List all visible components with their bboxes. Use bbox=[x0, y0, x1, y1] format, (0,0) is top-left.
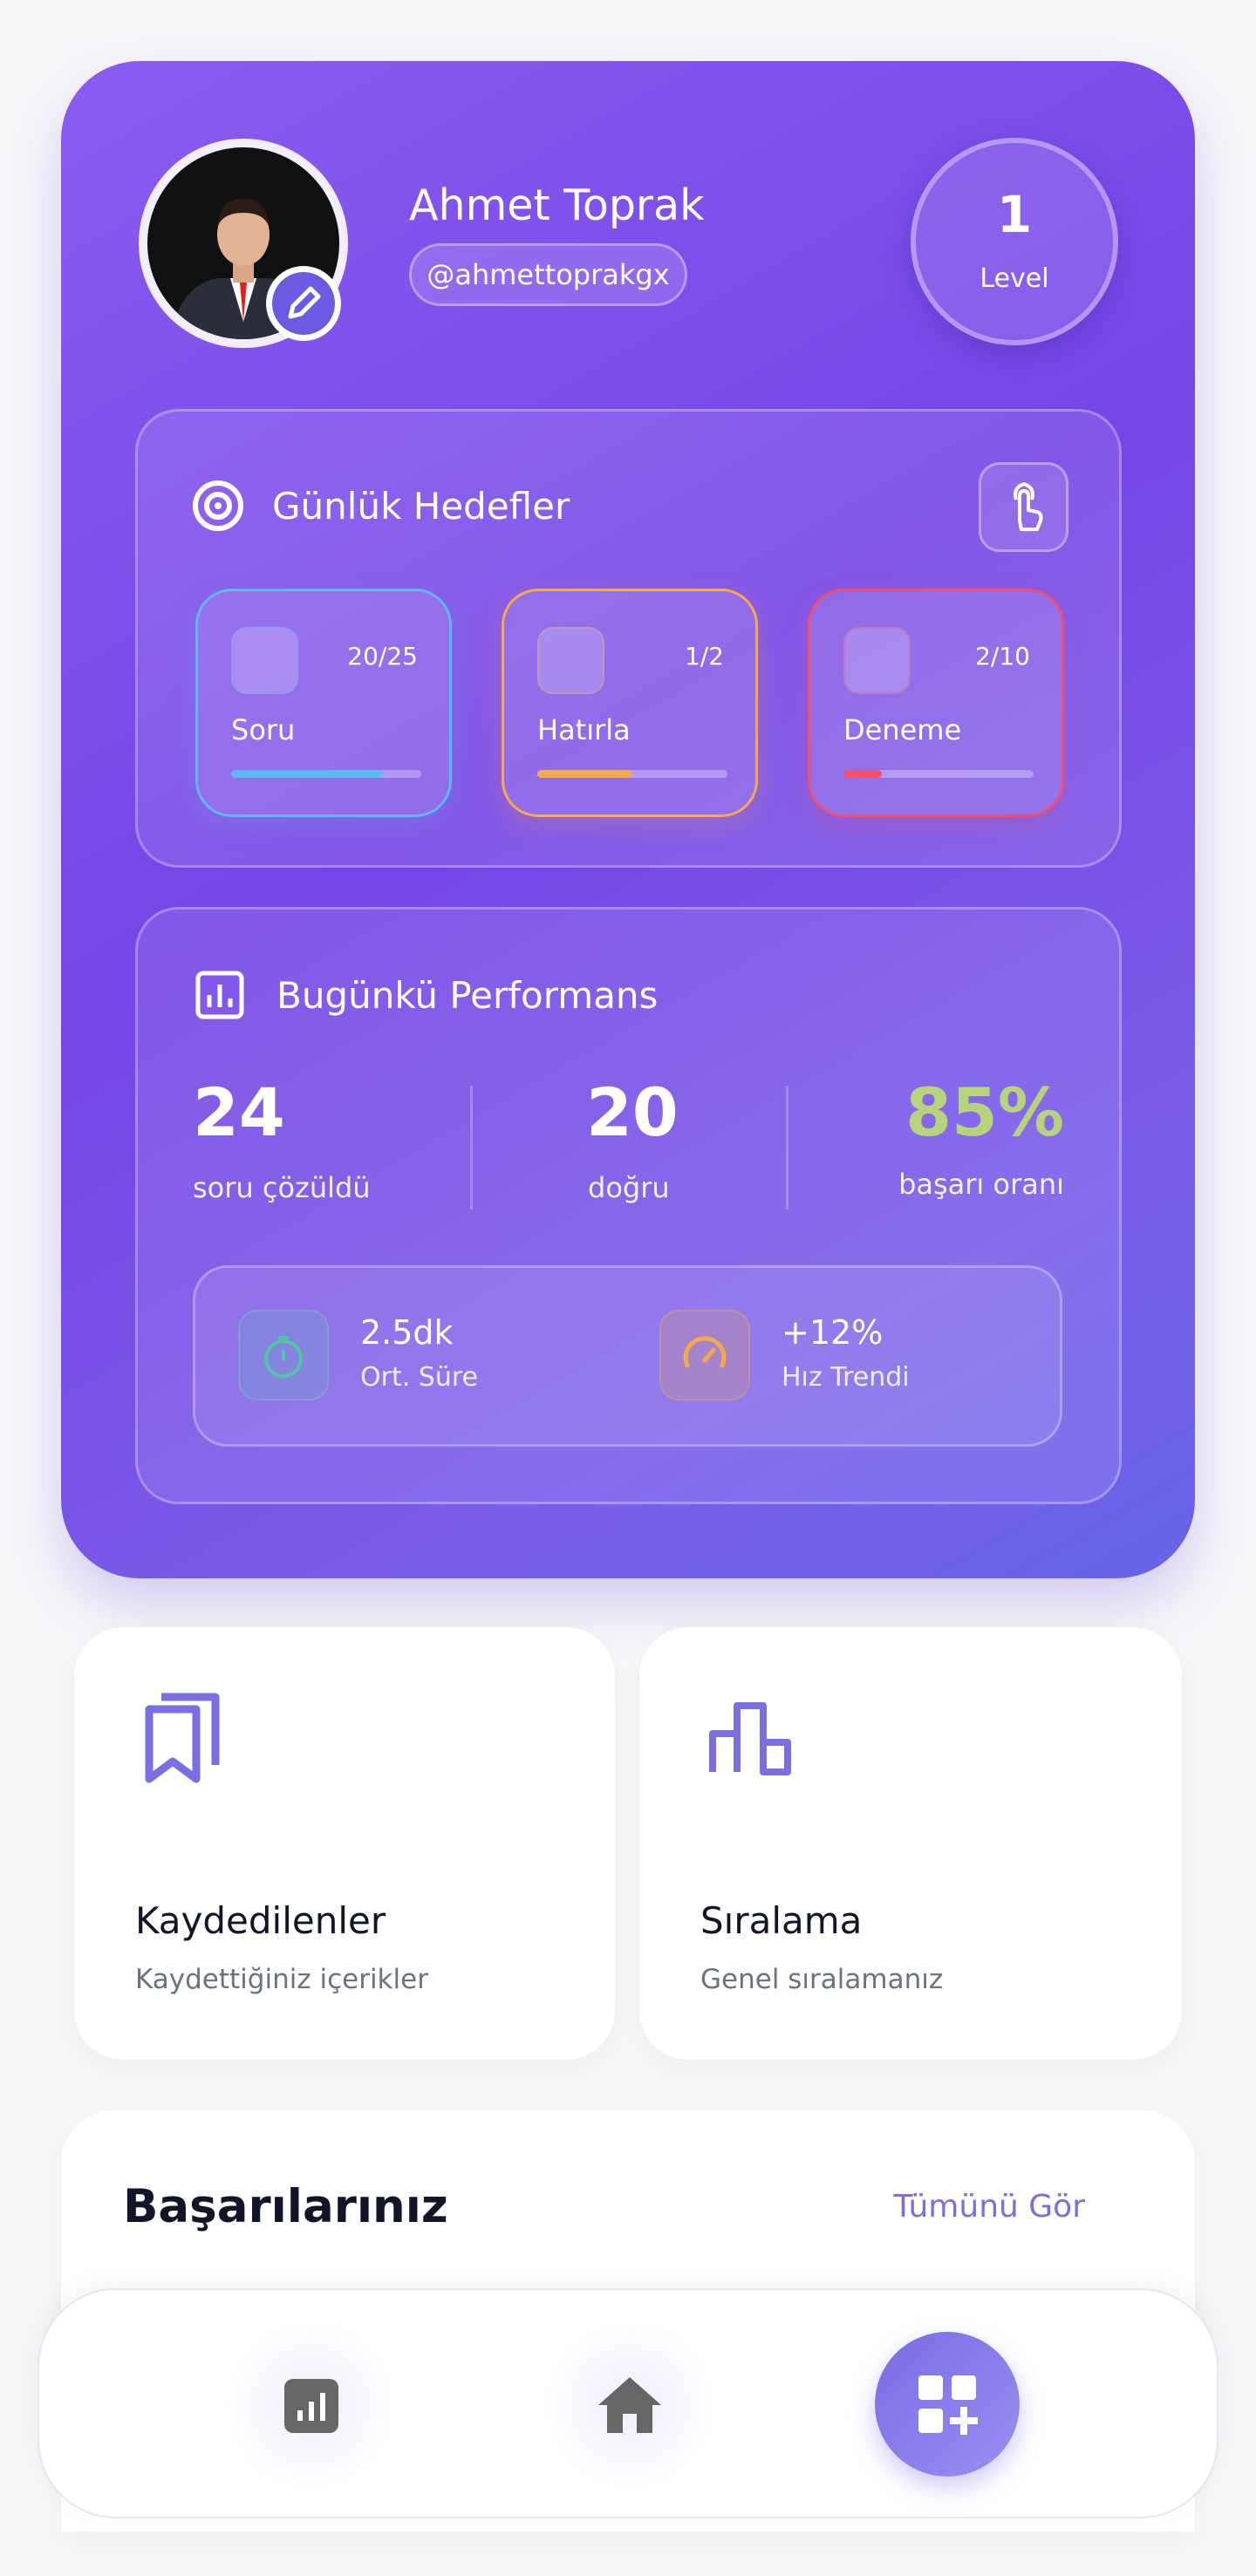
divider bbox=[786, 1086, 788, 1210]
saved-card[interactable]: Kaydedilenler Kaydettiğiniz içerikler bbox=[74, 1627, 615, 2060]
metric-label: Hız Trendi bbox=[782, 1362, 910, 1393]
level-value: 1 bbox=[996, 185, 1033, 244]
stat-label: doğru bbox=[588, 1171, 670, 1204]
goal-icon bbox=[843, 627, 911, 694]
stat-value: 85% bbox=[905, 1073, 1064, 1151]
chart-icon bbox=[195, 971, 244, 1019]
progress-track bbox=[843, 770, 1034, 778]
divider bbox=[470, 1086, 473, 1210]
goal-icon bbox=[537, 627, 604, 694]
progress-fill bbox=[537, 770, 632, 778]
stat-value: 20 bbox=[586, 1073, 679, 1151]
goal-label: Hatırla bbox=[537, 713, 631, 746]
progress-fill bbox=[843, 770, 882, 778]
goal-progress: 1/2 bbox=[684, 642, 724, 671]
profile-card: Ahmet Toprak @ahmettoprakgx 1 Level Günl… bbox=[61, 61, 1195, 1578]
nav-add[interactable] bbox=[875, 2332, 1020, 2477]
nav-stats[interactable] bbox=[283, 2377, 340, 2435]
section-title: Günlük Hedefler bbox=[272, 485, 570, 528]
goal-label: Deneme bbox=[843, 713, 962, 746]
user-name: Ahmet Toprak bbox=[409, 181, 705, 230]
bottom-nav bbox=[38, 2288, 1218, 2518]
progress-track bbox=[537, 770, 727, 778]
stat-label: soru çözüldü bbox=[193, 1171, 371, 1204]
card-title: Kaydedilenler bbox=[135, 1899, 386, 1942]
tap-icon bbox=[1014, 482, 1043, 531]
bookmark-icon bbox=[145, 1693, 220, 1783]
stat-label: başarı oranı bbox=[898, 1168, 1064, 1201]
level-label: Level bbox=[980, 263, 1049, 294]
progress-track bbox=[231, 770, 421, 778]
metric-value: 2.5dk bbox=[360, 1313, 454, 1352]
speed-icon bbox=[659, 1310, 750, 1400]
metric-label: Ort. Süre bbox=[360, 1362, 478, 1393]
podium-icon bbox=[709, 1702, 791, 1775]
nav-home[interactable] bbox=[597, 2374, 663, 2435]
section-title: Başarılarınız bbox=[123, 2180, 448, 2233]
goal-progress: 20/25 bbox=[347, 642, 418, 671]
see-all-link[interactable]: Tümünü Gör bbox=[893, 2189, 1085, 2225]
tap-button[interactable] bbox=[979, 462, 1068, 552]
card-title: Sıralama bbox=[700, 1899, 863, 1942]
target-icon bbox=[193, 480, 243, 531]
ranking-card[interactable]: Sıralama Genel sıralamanız bbox=[639, 1627, 1182, 2060]
performance-panel: Bugünkü Performans 24 soru çözüldü 20 doğru… bbox=[135, 907, 1122, 1504]
metric-value: +12% bbox=[782, 1313, 884, 1352]
goal-card[interactable]: 20/25 Soru bbox=[195, 589, 452, 817]
metrics-box: 2.5dk Ort. Süre +12% Hız Trendi bbox=[193, 1265, 1062, 1447]
goal-card[interactable]: 1/2 Hatırla bbox=[502, 589, 758, 817]
goal-label: Soru bbox=[231, 713, 296, 746]
progress-fill bbox=[231, 770, 384, 778]
goal-icon bbox=[231, 627, 298, 694]
card-subtitle: Kaydettiğiniz içerikler bbox=[135, 1964, 428, 1995]
section-title: Bugünkü Performans bbox=[276, 974, 659, 1017]
goal-progress: 2/10 bbox=[975, 642, 1030, 671]
timer-icon bbox=[238, 1310, 329, 1400]
level-badge: 1 Level bbox=[911, 138, 1118, 345]
username-pill: @ahmettoprakgx bbox=[409, 243, 687, 306]
daily-goals-panel: Günlük Hedefler 20/25 Soru 1/2 Hatırla 2/10 D… bbox=[135, 409, 1122, 868]
add-icon bbox=[918, 2375, 978, 2435]
edit-avatar-button[interactable] bbox=[264, 264, 343, 343]
goal-card[interactable]: 2/10 Deneme bbox=[808, 589, 1064, 817]
card-subtitle: Genel sıralamanız bbox=[700, 1964, 944, 1995]
stat-value: 24 bbox=[193, 1073, 285, 1151]
